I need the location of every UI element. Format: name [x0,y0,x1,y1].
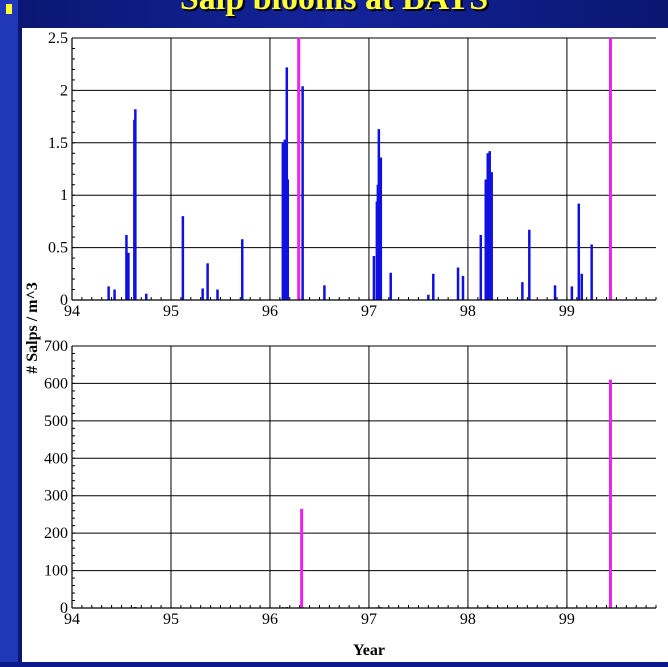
chart-title: Salp blooms at BATS [0,0,668,18]
left-strip [0,0,18,662]
top-x-tick-label: 96 [262,303,278,320]
chart-svg: 94 95 96 97 98 99 0 0.5 1 1.5 2 2.5 94 95 96 97 98 99 0 10… [24,30,657,659]
bottom-y-tick-label: 400 [44,450,68,467]
top-y-tick-label: 0 [60,292,68,309]
top-y-tick-label: 1.5 [48,135,68,152]
bottom-y-tick-label: 700 [44,338,68,355]
top-x-tick-label: 95 [163,303,179,320]
plot-top: 94 95 96 97 98 99 0 0.5 1 1.5 2 2.5 [48,30,657,320]
x-axis-label: Year [353,642,385,659]
bottom-x-tick-label: 94 [64,611,80,628]
top-x-tick-label: 98 [460,303,476,320]
chart-panel: 94 95 96 97 98 99 0 0.5 1 1.5 2 2.5 94 95 96 97 98 99 0 10… [22,28,668,662]
bottom-x-tick-label: 95 [163,611,179,628]
bottom-x-tick-label: 96 [262,611,278,628]
bottom-x-tick-label: 97 [361,611,377,628]
top-y-tick-label: 1 [60,187,68,204]
top-x-tick-label: 97 [361,303,377,320]
bottom-y-tick-label: 500 [44,413,68,430]
bottom-y-tick-label: 0 [60,600,68,617]
bottom-y-tick-label: 200 [44,525,68,542]
plot-bottom: 94 95 96 97 98 99 0 100 200 300 400 500 600 700 [44,338,657,628]
y-axis-label: # Salps / m^3 [24,282,41,374]
bottom-y-tick-label: 600 [44,375,68,392]
bottom-x-tick-label: 98 [460,611,476,628]
bottom-x-tick-label: 99 [559,611,575,628]
top-y-tick-label: 2 [60,82,68,99]
top-x-tick-label: 94 [64,303,80,320]
top-x-tick-label: 99 [559,303,575,320]
bottom-y-tick-label: 100 [44,563,68,580]
top-y-tick-label: 0.5 [48,240,68,257]
top-y-tick-label: 2.5 [48,30,68,47]
bullet-marker [6,4,12,14]
bottom-y-tick-label: 300 [44,488,68,505]
